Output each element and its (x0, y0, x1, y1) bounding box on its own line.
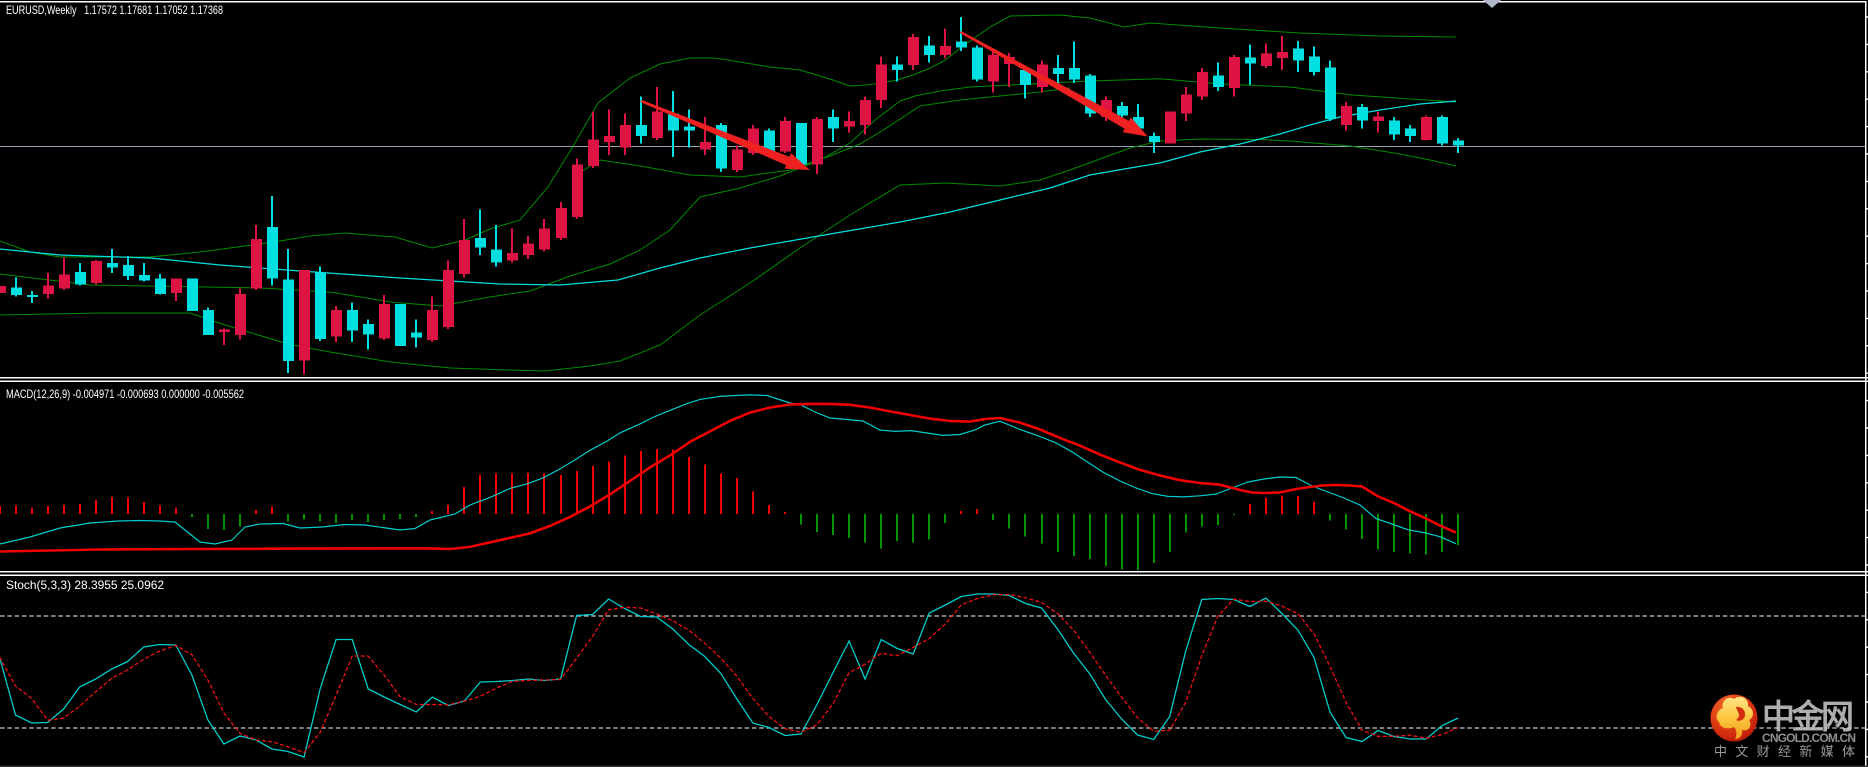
svg-text:MACD(12,26,9) -0.004971 -0.000: MACD(12,26,9) -0.004971 -0.000693 0.0000… (6, 387, 244, 401)
svg-text:EURUSD,Weekly 1.17572 1.1768: EURUSD,Weekly 1.17572 1.17681 1.17052 1.… (6, 3, 223, 17)
svg-text:CNGOLD.COM.CN: CNGOLD.COM.CN (1762, 731, 1856, 745)
svg-text:Stoch(5,3,3) 28.3955 25.0962: Stoch(5,3,3) 28.3955 25.0962 (6, 578, 164, 592)
svg-text:中金网: 中金网 (1762, 698, 1854, 736)
